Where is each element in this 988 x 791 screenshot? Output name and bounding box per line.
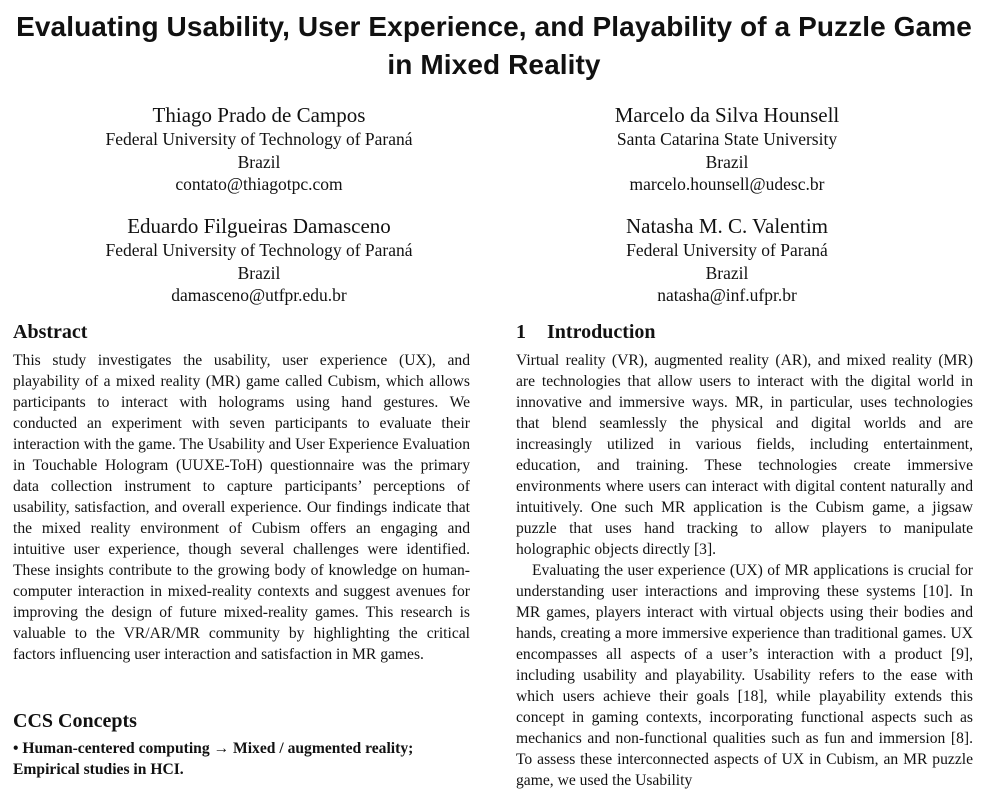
author-email[interactable]: natasha@inf.ufpr.br bbox=[657, 285, 797, 305]
ccs-heading: CCS Concepts bbox=[13, 710, 137, 732]
paper-title: Evaluating Usability, User Experience, a… bbox=[16, 11, 972, 80]
introduction-paragraph-2: Evaluating the user experience (UX) of M… bbox=[516, 562, 973, 789]
author-3: Eduardo Filgueiras Damasceno Federal Uni… bbox=[24, 214, 494, 307]
abstract-paragraph: This study investigates the usability, u… bbox=[13, 352, 470, 663]
author-affiliation: Federal University of Technology of Para… bbox=[105, 129, 413, 149]
section-number: 1 bbox=[516, 321, 526, 343]
author-affiliation: Federal University of Paraná bbox=[626, 240, 828, 260]
author-affiliation: Federal University of Technology of Para… bbox=[105, 240, 413, 260]
introduction-body: Virtual reality (VR), augmented reality … bbox=[516, 350, 973, 791]
author-name: Thiago Prado de Campos bbox=[152, 103, 366, 127]
author-country: Brazil bbox=[705, 151, 749, 172]
introduction-heading: 1 Introduction bbox=[516, 320, 656, 344]
author-affiliation: Santa Catarina State University bbox=[616, 129, 838, 149]
author-country: Brazil bbox=[237, 151, 281, 172]
author-4: Natasha M. C. Valentim Federal Universit… bbox=[492, 214, 962, 307]
author-email[interactable]: marcelo.hounsell@udesc.br bbox=[629, 174, 825, 194]
abstract-body: This study investigates the usability, u… bbox=[13, 350, 470, 665]
author-country: Brazil bbox=[237, 262, 281, 283]
introduction-paragraph-1: Virtual reality (VR), augmented reality … bbox=[516, 352, 973, 558]
author-email[interactable]: contato@thiagotpc.com bbox=[175, 174, 343, 194]
author-name: Eduardo Filgueiras Damasceno bbox=[127, 214, 391, 238]
author-1: Thiago Prado de Campos Federal Universit… bbox=[24, 103, 494, 196]
author-country: Brazil bbox=[705, 262, 749, 283]
ccs-concepts: • Human-centered computing → Mixed / aug… bbox=[13, 740, 414, 778]
section-title: Introduction bbox=[547, 321, 656, 343]
author-email[interactable]: damasceno@utfpr.edu.br bbox=[171, 285, 347, 305]
abstract-heading: Abstract bbox=[13, 321, 88, 343]
author-2: Marcelo da Silva Hounsell Santa Catarina… bbox=[492, 103, 962, 196]
author-name: Natasha M. C. Valentim bbox=[625, 214, 828, 238]
author-name: Marcelo da Silva Hounsell bbox=[614, 103, 840, 127]
